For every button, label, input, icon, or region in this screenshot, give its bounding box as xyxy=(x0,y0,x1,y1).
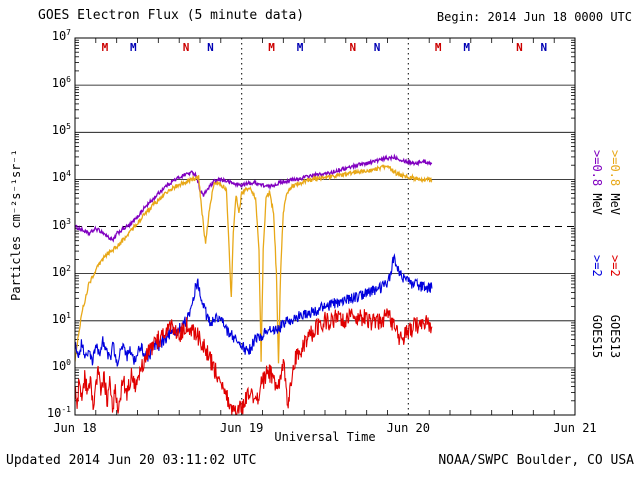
noon-marker: N xyxy=(516,41,523,54)
legend-goes15-column: >=0.8 MeV >=2 GOES15 xyxy=(590,150,604,422)
legend-goes13-name: GOES13 xyxy=(608,314,622,359)
updated-timestamp: Updated 2014 Jun 20 03:11:02 UTC xyxy=(6,453,257,468)
noon-marker: N xyxy=(349,41,356,54)
x-tick-label: Jun 20 xyxy=(386,421,430,435)
series-goes13_e08 xyxy=(75,164,433,364)
legend-goes13-column: >=0.8 MeV >=2 GOES13 xyxy=(608,150,622,422)
midnight-marker: M xyxy=(268,41,275,54)
x-tick-label: Jun 18 xyxy=(53,421,97,435)
y-tick-label: 10-1 xyxy=(46,405,71,421)
legend-goes13-e2-label: >=2 xyxy=(608,255,622,277)
begin-timestamp: Begin: 2014 Jun 18 0000 UTC xyxy=(436,10,632,24)
noaa-credit: NOAA/SWPC Boulder, CO USA xyxy=(438,453,634,468)
legend-goes13-mev-label: MeV xyxy=(608,186,622,216)
legend-goes15-name: GOES15 xyxy=(590,314,604,359)
noon-marker: N xyxy=(207,41,214,54)
midnight-marker: M xyxy=(463,41,470,54)
y-tick-label: 107 xyxy=(51,28,71,44)
x-tick-label: Jun 19 xyxy=(219,421,264,435)
x-tick-label: Jun 21 xyxy=(553,421,597,435)
midnight-marker: M xyxy=(102,41,109,54)
y-tick-label: 101 xyxy=(51,310,71,326)
x-axis-label: Universal Time xyxy=(274,430,376,444)
noon-marker: N xyxy=(540,41,547,54)
noon-marker: N xyxy=(374,41,381,54)
y-tick-label: 102 xyxy=(51,263,71,279)
legend-goes15-mev-label: MeV xyxy=(590,186,604,216)
midnight-marker: M xyxy=(435,41,442,54)
midnight-marker: M xyxy=(130,41,137,54)
legend-goes13-e08-label: >=0.8 xyxy=(608,150,622,187)
series-goes13_e2 xyxy=(75,307,433,415)
legend-goes15-e2-label: >=2 xyxy=(590,255,604,277)
series-goes15_e2 xyxy=(75,253,433,367)
series-goes15_e08 xyxy=(75,153,433,243)
legend-goes15-e08-label: >=0.8 xyxy=(590,150,604,187)
noon-marker: N xyxy=(183,41,190,54)
y-tick-label: 104 xyxy=(51,169,71,185)
y-tick-label: 100 xyxy=(51,357,71,373)
y-tick-label: 103 xyxy=(51,216,71,232)
y-axis-label: Particles cm⁻²s⁻¹sr⁻¹ xyxy=(9,149,23,301)
midnight-marker: M xyxy=(297,41,304,54)
y-tick-label: 105 xyxy=(51,122,71,138)
page-title: GOES Electron Flux (5 minute data) xyxy=(38,8,305,23)
y-tick-label: 106 xyxy=(51,75,71,91)
